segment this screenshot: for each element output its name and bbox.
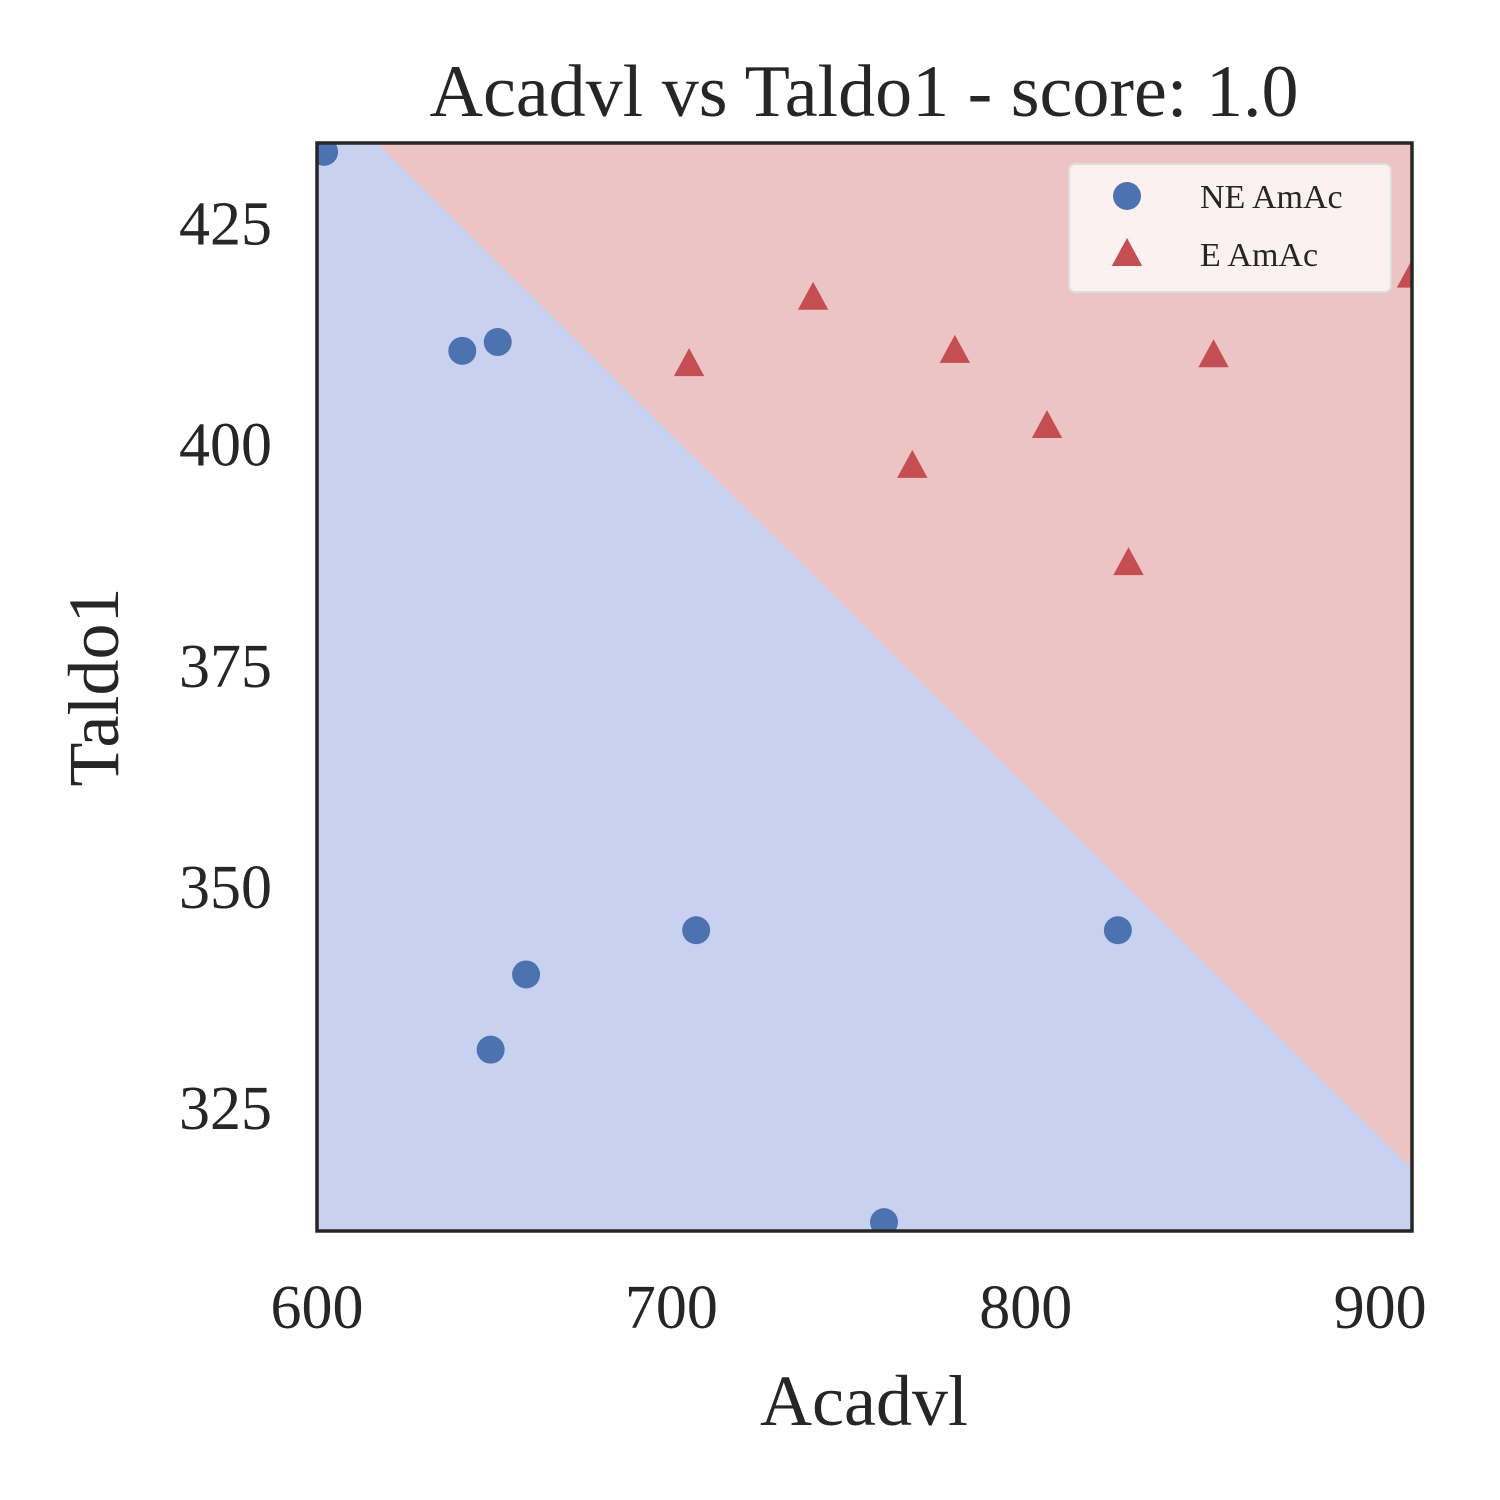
plot-frame <box>315 141 1414 1233</box>
region-e-amac <box>377 143 1412 1170</box>
point-ne-amac-3 <box>512 960 541 989</box>
point-e-amac-3 <box>897 449 928 478</box>
y-axis-label: Taldo1 <box>54 588 134 787</box>
point-ne-amac-6 <box>1103 916 1132 945</box>
data-points <box>317 143 1412 1231</box>
point-e-amac-4 <box>1031 410 1063 439</box>
y-tick-label-1: 350 <box>179 854 272 922</box>
x-axis-label: Acadvl <box>760 1361 968 1441</box>
point-ne-amac-7 <box>869 1208 898 1231</box>
point-e-amac-0 <box>673 348 705 377</box>
point-e-amac-5 <box>1113 547 1144 576</box>
decision-regions <box>317 143 1412 1231</box>
x-tick-label-1: 700 <box>625 1274 718 1342</box>
point-e-amac-7 <box>1396 259 1412 288</box>
point-ne-amac-5 <box>682 916 711 945</box>
legend-box <box>1068 163 1392 293</box>
y-tick-label-4: 425 <box>179 191 272 259</box>
y-tick-label-2: 375 <box>179 633 272 701</box>
point-ne-amac-2 <box>483 328 512 357</box>
legend: NE AmAc E AmAc <box>1068 163 1392 293</box>
point-ne-amac-0 <box>317 143 339 166</box>
point-e-amac-2 <box>939 334 971 363</box>
x-tick-label-0: 600 <box>271 1274 364 1342</box>
legend-label-1: E AmAc <box>1200 237 1318 274</box>
point-e-amac-6 <box>1198 339 1229 368</box>
chart-title: Acadvl vs Taldo1 - score: 1.0 <box>430 51 1299 133</box>
point-ne-amac-1 <box>448 336 477 365</box>
axis-ticks: 600 700 800 900 325 350 375 400 425 <box>179 191 1427 1342</box>
x-tick-label-2: 800 <box>979 1274 1072 1342</box>
point-ne-amac-4 <box>476 1035 505 1064</box>
legend-label-0: NE AmAc <box>1200 179 1343 216</box>
point-e-amac-1 <box>797 281 829 310</box>
legend-marker-1 <box>1111 238 1143 266</box>
y-tick-label-3: 400 <box>179 412 272 480</box>
y-tick-label-0: 325 <box>179 1075 272 1143</box>
x-tick-label-3: 900 <box>1334 1274 1427 1342</box>
legend-marker-0 <box>1113 182 1141 210</box>
